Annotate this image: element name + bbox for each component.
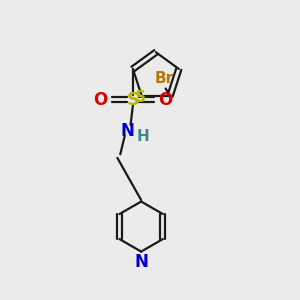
Text: N: N: [134, 253, 148, 271]
Text: S: S: [126, 91, 140, 109]
Text: H: H: [136, 129, 149, 144]
Text: O: O: [158, 91, 173, 109]
Text: O: O: [93, 91, 107, 109]
Text: N: N: [121, 122, 135, 140]
Text: S: S: [135, 90, 146, 105]
Text: Br: Br: [154, 71, 173, 86]
